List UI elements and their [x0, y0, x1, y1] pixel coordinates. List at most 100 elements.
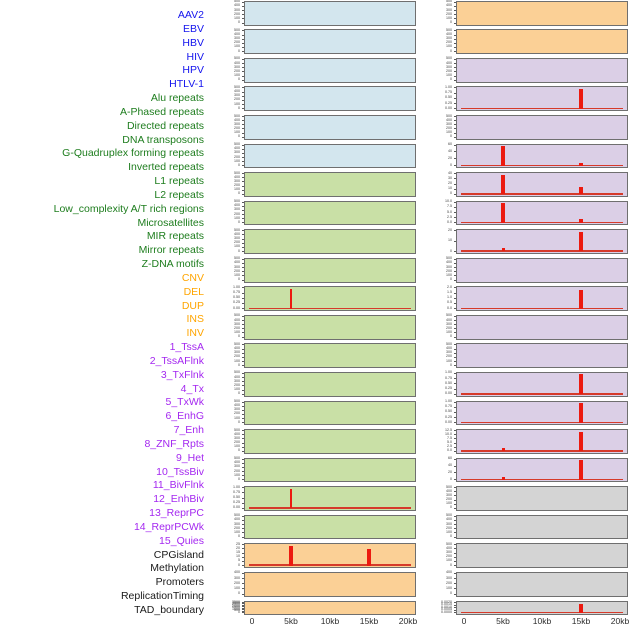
track-label-ins: INS [186, 313, 204, 326]
signal-baseline [461, 478, 623, 481]
y-tick-mark [241, 393, 244, 395]
y-tick-label: 20 [447, 155, 452, 161]
y-tick-label: 300 [445, 321, 452, 326]
y-tick-label: 200 [233, 580, 240, 585]
y-tick-mark [241, 71, 244, 73]
y-tick-label: 0 [449, 505, 452, 510]
track-panel-4-tx [456, 143, 628, 169]
y-tick-label: 400 [445, 570, 452, 575]
y-tick-label: 100 [233, 215, 240, 221]
y-tick-label: 5.0 [446, 209, 452, 214]
y-tick-mark [241, 536, 244, 538]
track-panel-12-enhbiv [456, 371, 628, 397]
y-tick-label: 200 [233, 11, 240, 17]
y-tick-mark [241, 38, 244, 40]
y-tick-mark [241, 583, 244, 585]
track-panel-ebv [244, 29, 416, 55]
y-tick-label: 200 [445, 125, 452, 131]
track-panel-inverted-repeats [244, 314, 416, 340]
y-tick-label: 500 [233, 313, 240, 318]
y-tick-label: 400 [233, 174, 240, 180]
y-tick-label: 400 [233, 203, 240, 208]
x-axis-tick-label-15kb: 15kb [571, 616, 591, 626]
y-tick-label: 400 [445, 3, 452, 8]
y-tick-label: 300 [233, 7, 240, 12]
y-tick-mark [241, 442, 244, 444]
y-tick-label: 40 [447, 463, 452, 468]
y-tick-mark [453, 308, 456, 310]
y-tick-label: 200 [445, 325, 452, 331]
y-tick-mark [241, 271, 244, 273]
y-tick-label: 200 [233, 154, 240, 159]
y-tick-mark [453, 258, 456, 260]
y-tick-label: 0 [449, 533, 452, 539]
track-label-4-tx: 4_Tx [180, 382, 204, 395]
y-tick-label: 200 [445, 354, 452, 359]
y-tick-mark [241, 14, 244, 16]
y-tick-label: 0 [237, 20, 240, 25]
y-tick-mark [241, 430, 244, 432]
y-tick-mark [241, 381, 244, 383]
y-tick-label: 0 [237, 562, 240, 567]
y-tick-label: 500 [445, 513, 452, 518]
y-tick-label: 0 [237, 448, 240, 453]
y-tick-mark [453, 352, 456, 354]
y-tick-label: 200 [233, 97, 240, 102]
signal-spike-5kb [501, 247, 505, 252]
y-tick-label: 10 [447, 238, 452, 243]
track-label-directed-repeats: Directed repeats [126, 119, 204, 132]
y-tick-label: 500 [233, 84, 240, 90]
y-tick-mark [241, 401, 244, 403]
y-tick-label: 300 [233, 235, 240, 241]
track-panel-promoters [456, 543, 628, 569]
x-axis-tick-label-10kb: 10kb [532, 616, 552, 626]
y-tick-mark [241, 302, 244, 304]
track-label-dna-transposons: DNA transposons [122, 133, 204, 146]
y-tick-mark [453, 604, 456, 606]
y-tick-mark [241, 328, 244, 330]
track-label-8-znf-rpts: 8_ZNF_Rpts [144, 437, 204, 450]
y-tick-label: 300 [233, 575, 240, 580]
y-tick-mark [241, 377, 244, 379]
y-tick-mark [241, 157, 244, 159]
y-tick-mark [453, 144, 456, 146]
track-panel-aav2 [244, 0, 416, 26]
y-tick-mark [241, 372, 244, 374]
y-tick-label: 400 [233, 60, 240, 65]
track-panel-mirror-repeats [244, 486, 416, 511]
y-tick-mark [453, 487, 456, 489]
y-tick-mark [241, 214, 244, 216]
y-tick-mark [241, 287, 244, 289]
y-tick-mark [241, 609, 244, 611]
y-tick-label: 400 [233, 570, 240, 575]
y-tick-mark [453, 472, 456, 474]
track-label-inverted-repeats: Inverted repeats [128, 161, 204, 174]
y-tick-label: 200 [445, 580, 452, 585]
y-tick-mark [241, 308, 244, 310]
y-tick-mark [241, 324, 244, 326]
y-tick-label: 1.00 [444, 370, 452, 375]
track-panel-ins [456, 0, 628, 26]
y-tick-label: 200 [233, 211, 240, 216]
y-tick-label: 500 [233, 227, 240, 232]
y-tick-label: 0 [449, 134, 452, 139]
y-tick-mark [453, 222, 456, 224]
y-tick-label: 0.75 [444, 90, 452, 95]
y-tick-label: 300 [445, 350, 452, 355]
track-label-mir-repeats: MIR repeats [146, 230, 204, 243]
y-tick-mark [453, 217, 456, 219]
y-tick-mark [241, 502, 244, 504]
y-tick-mark [241, 30, 244, 32]
track-label-z-dna-motifs: Z-DNA motifs [141, 258, 204, 271]
signal-baseline [461, 611, 623, 613]
y-tick-label: 300 [233, 521, 240, 526]
y-tick-label: 0 [449, 591, 452, 596]
signal-spike-15kb [579, 374, 583, 395]
track-label-replicationtiming: ReplicationTiming [120, 590, 204, 603]
track-panel-3-txflnk [456, 115, 628, 140]
y-tick-mark [453, 87, 456, 89]
y-tick-mark [453, 607, 456, 609]
y-tick-mark [241, 361, 244, 363]
x-axis-tick-label-10kb: 10kb [320, 616, 340, 626]
y-tick-mark [241, 602, 244, 603]
